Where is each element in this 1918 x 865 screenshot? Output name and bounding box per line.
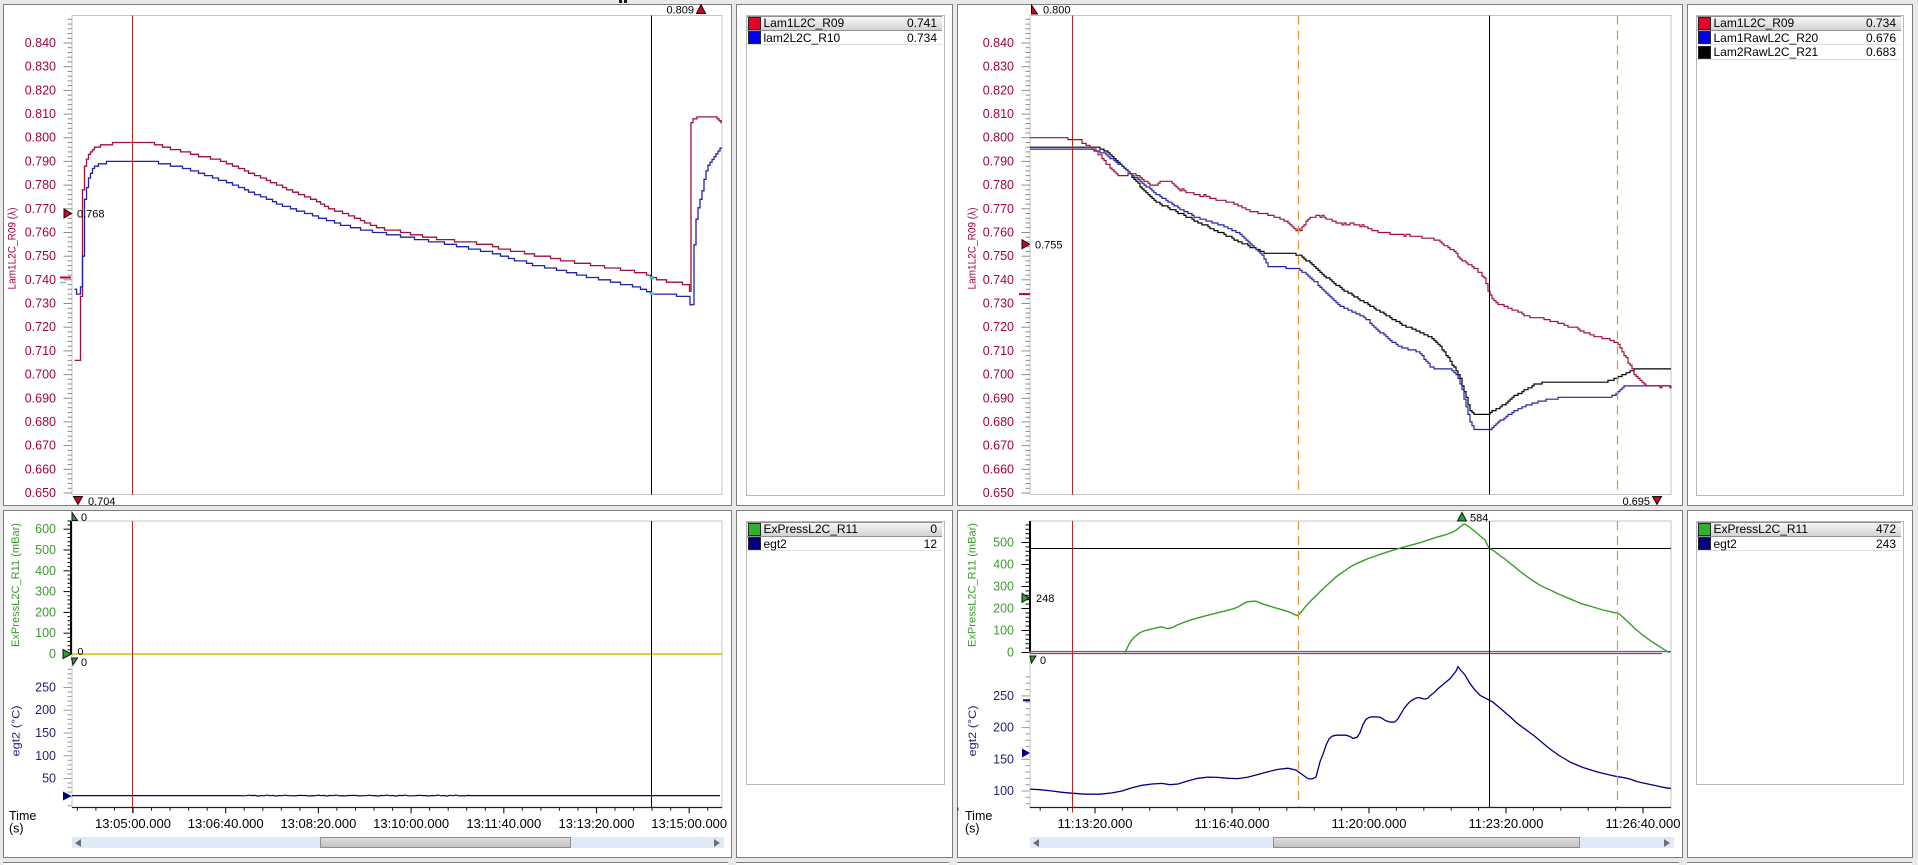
svg-text:0.820: 0.820 xyxy=(25,83,56,97)
svg-text:50: 50 xyxy=(42,772,56,786)
svg-text:egt2 (°C): egt2 (°C) xyxy=(11,706,23,757)
svg-text:Time: Time xyxy=(965,809,992,823)
svg-text:0.800: 0.800 xyxy=(25,131,56,145)
svg-text:0: 0 xyxy=(81,657,87,669)
svg-text:0.810: 0.810 xyxy=(983,107,1014,121)
svg-text:0.710: 0.710 xyxy=(983,344,1014,358)
svg-text:Lam1L2C_R09 (λ): Lam1L2C_R09 (λ) xyxy=(7,208,19,290)
svg-text:11:13:20.000: 11:13:20.000 xyxy=(1058,816,1133,831)
svg-text:0.740: 0.740 xyxy=(25,273,56,287)
svg-text:0.730: 0.730 xyxy=(983,297,1014,311)
svg-text:13:05:00.000: 13:05:00.000 xyxy=(95,816,171,831)
svg-text:0.660: 0.660 xyxy=(25,462,56,476)
svg-text:0: 0 xyxy=(49,647,56,661)
svg-text:0.810: 0.810 xyxy=(25,107,56,121)
svg-text:0.695: 0.695 xyxy=(1622,496,1650,506)
svg-text:0.700: 0.700 xyxy=(25,368,56,382)
svg-text:(s): (s) xyxy=(965,822,980,836)
svg-text:0.680: 0.680 xyxy=(983,415,1014,429)
svg-text:0.690: 0.690 xyxy=(983,391,1014,405)
svg-text:0.840: 0.840 xyxy=(25,36,56,50)
svg-text:150: 150 xyxy=(993,752,1014,766)
svg-text:0.750: 0.750 xyxy=(983,249,1014,263)
svg-text:0.820: 0.820 xyxy=(983,83,1014,97)
svg-text:0: 0 xyxy=(1007,646,1014,660)
svg-text:13:06:40.000: 13:06:40.000 xyxy=(188,816,264,831)
svg-text:0.660: 0.660 xyxy=(983,462,1014,476)
svg-text:0.780: 0.780 xyxy=(983,178,1014,192)
svg-text:0: 0 xyxy=(81,512,87,524)
svg-text:0.768: 0.768 xyxy=(77,209,105,221)
svg-text:Lam1L2C_R09 (λ): Lam1L2C_R09 (λ) xyxy=(967,208,979,290)
svg-text:248: 248 xyxy=(1036,593,1054,605)
svg-text:13:10:00.000: 13:10:00.000 xyxy=(373,816,449,831)
svg-text:500: 500 xyxy=(993,536,1014,550)
svg-text:13:15:00.000: 13:15:00.000 xyxy=(651,816,727,831)
svg-text:0.690: 0.690 xyxy=(25,391,56,405)
svg-text:0.760: 0.760 xyxy=(25,226,56,240)
svg-text:0.790: 0.790 xyxy=(983,154,1014,168)
svg-text:0.750: 0.750 xyxy=(25,249,56,263)
svg-text:13:08:20.000: 13:08:20.000 xyxy=(280,816,356,831)
svg-text:0.840: 0.840 xyxy=(983,36,1014,50)
svg-text:0.650: 0.650 xyxy=(983,486,1014,500)
svg-text:200: 200 xyxy=(993,602,1014,616)
svg-text:200: 200 xyxy=(35,703,56,717)
svg-text:0.770: 0.770 xyxy=(983,202,1014,216)
svg-text:0: 0 xyxy=(78,646,84,658)
svg-text:0.809: 0.809 xyxy=(666,5,694,17)
svg-text:Time: Time xyxy=(9,809,36,823)
svg-text:0.740: 0.740 xyxy=(983,273,1014,287)
svg-text:250: 250 xyxy=(993,689,1014,703)
svg-text:150: 150 xyxy=(35,726,56,740)
svg-text:0.670: 0.670 xyxy=(983,439,1014,453)
svg-text:(s): (s) xyxy=(9,822,24,836)
svg-text:11:26:40.000: 11:26:40.000 xyxy=(1606,816,1681,831)
svg-text:0.650: 0.650 xyxy=(25,486,56,500)
svg-text:egt2 (°C): egt2 (°C) xyxy=(967,706,979,757)
svg-text:0.800: 0.800 xyxy=(1043,5,1071,17)
svg-text:300: 300 xyxy=(993,580,1014,594)
svg-text:0.830: 0.830 xyxy=(25,60,56,74)
svg-text:100: 100 xyxy=(993,784,1014,798)
svg-text:ExPressL2C_R11 (mBar): ExPressL2C_R11 (mBar) xyxy=(967,523,979,647)
svg-text:600: 600 xyxy=(35,522,56,536)
svg-text:100: 100 xyxy=(35,749,56,763)
svg-text:13:13:20.000: 13:13:20.000 xyxy=(559,816,635,831)
svg-text:0.680: 0.680 xyxy=(25,415,56,429)
svg-text:0: 0 xyxy=(1040,655,1046,667)
svg-text:0.720: 0.720 xyxy=(983,320,1014,334)
svg-text:584: 584 xyxy=(1470,513,1488,525)
svg-text:0.710: 0.710 xyxy=(25,344,56,358)
svg-text:100: 100 xyxy=(35,626,56,640)
svg-text:ExPressL2C_R11 (mBar): ExPressL2C_R11 (mBar) xyxy=(10,523,22,647)
svg-text:0.760: 0.760 xyxy=(983,226,1014,240)
svg-text:11:23:20.000: 11:23:20.000 xyxy=(1469,816,1544,831)
svg-text:0.800: 0.800 xyxy=(983,131,1014,145)
svg-text:0.670: 0.670 xyxy=(25,439,56,453)
svg-text:0.770: 0.770 xyxy=(25,202,56,216)
svg-text:0.730: 0.730 xyxy=(25,297,56,311)
svg-text:400: 400 xyxy=(993,558,1014,572)
svg-text:0.720: 0.720 xyxy=(25,320,56,334)
svg-text:100: 100 xyxy=(993,624,1014,638)
svg-text:11:20:00.000: 11:20:00.000 xyxy=(1332,816,1407,831)
svg-text:0.830: 0.830 xyxy=(983,60,1014,74)
svg-text:250: 250 xyxy=(35,681,56,695)
svg-text:0.700: 0.700 xyxy=(983,368,1014,382)
svg-text:200: 200 xyxy=(993,721,1014,735)
svg-text:0.755: 0.755 xyxy=(1035,239,1063,251)
svg-text:400: 400 xyxy=(35,564,56,578)
svg-text:0.790: 0.790 xyxy=(25,154,56,168)
svg-text:500: 500 xyxy=(35,543,56,557)
svg-text:0.780: 0.780 xyxy=(25,178,56,192)
svg-text:200: 200 xyxy=(35,605,56,619)
svg-text:13:11:40.000: 13:11:40.000 xyxy=(466,816,541,831)
svg-text:300: 300 xyxy=(35,585,56,599)
svg-text:11:16:40.000: 11:16:40.000 xyxy=(1195,816,1270,831)
svg-text:0.704: 0.704 xyxy=(88,496,116,506)
